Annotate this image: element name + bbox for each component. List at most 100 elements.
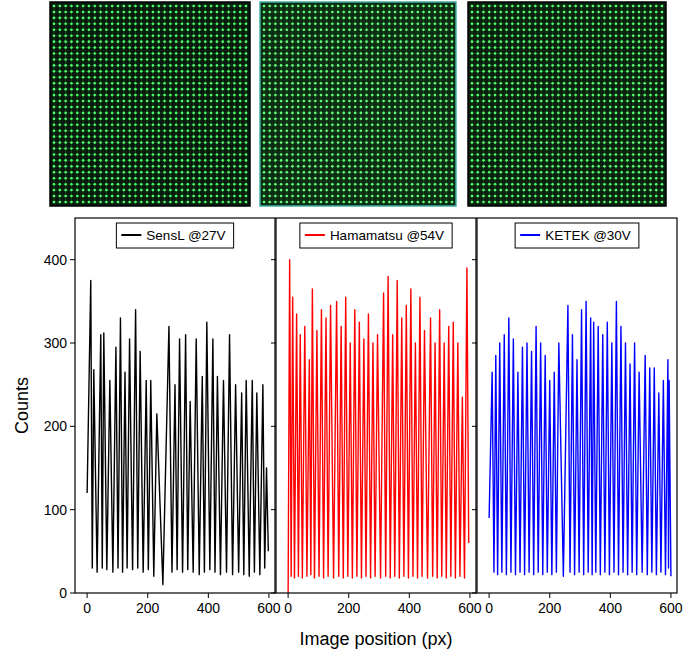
image-dot — [325, 64, 328, 67]
image-dot — [59, 11, 62, 14]
image-dot — [388, 34, 391, 37]
image-dot — [216, 46, 219, 49]
image-dot — [169, 11, 172, 14]
image-dot — [117, 23, 120, 26]
image-dot — [268, 40, 271, 43]
image-dot — [187, 201, 190, 204]
image-dot — [99, 141, 102, 144]
image-dot — [227, 129, 230, 132]
image-dot — [128, 141, 131, 144]
image-dot — [285, 123, 288, 126]
image-grid — [262, 106, 454, 107]
image-dot — [64, 195, 67, 198]
image-dot — [169, 94, 172, 97]
image-dot — [428, 106, 431, 109]
image-dot — [245, 70, 248, 73]
image-dot — [439, 5, 442, 8]
image-dot — [99, 129, 102, 132]
image-dot — [198, 159, 201, 162]
image-dot — [93, 82, 96, 85]
image-dot — [169, 112, 172, 115]
image-dot — [233, 129, 236, 132]
image-dot — [394, 94, 397, 97]
image-dot — [111, 141, 114, 144]
image-grid — [262, 6, 454, 7]
image-dot — [169, 34, 172, 37]
image-dot — [245, 195, 248, 198]
image-dot — [280, 5, 283, 8]
image-grid — [52, 11, 248, 12]
image-dot — [422, 5, 425, 8]
image-dot — [221, 88, 224, 91]
image-dot — [348, 82, 351, 85]
image-dot — [308, 17, 311, 20]
image-dot — [64, 171, 67, 174]
image-grid — [52, 41, 248, 42]
image-grid — [52, 196, 248, 197]
image-dot — [169, 52, 172, 55]
image-dot — [422, 82, 425, 85]
image-dot — [105, 165, 108, 168]
image-dot — [105, 82, 108, 85]
image-grid — [71, 4, 72, 204]
image-grid — [264, 4, 265, 204]
image-dot — [111, 82, 114, 85]
image-dot — [64, 46, 67, 49]
image-dot — [331, 123, 334, 126]
image-dot — [371, 100, 374, 103]
image-dot — [192, 159, 195, 162]
image-dot — [291, 34, 294, 37]
image-dot — [123, 58, 126, 61]
image-dot — [354, 46, 357, 49]
image-dot — [371, 94, 374, 97]
image-dot — [445, 5, 448, 8]
image-dot — [239, 88, 242, 91]
image-dot — [134, 23, 137, 26]
image-dot — [348, 123, 351, 126]
image-dot — [434, 17, 437, 20]
image-dot — [331, 76, 334, 79]
image-dot — [163, 5, 166, 8]
image-dot — [204, 153, 207, 156]
image-dot — [59, 135, 62, 138]
image-dot — [233, 189, 236, 192]
image-dot — [198, 183, 201, 186]
image-dot — [70, 123, 73, 126]
image-dot — [53, 183, 56, 186]
image-dot — [245, 88, 248, 91]
image-dot — [192, 153, 195, 156]
image-dot — [371, 52, 374, 55]
image-dot — [221, 11, 224, 14]
image-dot — [216, 141, 219, 144]
image-dot — [320, 64, 323, 67]
image-dot — [140, 195, 143, 198]
image-dot — [93, 106, 96, 109]
image-dot — [157, 34, 160, 37]
image-dot — [227, 52, 230, 55]
image-dot — [82, 141, 85, 144]
image-dot — [140, 135, 143, 138]
image-dot — [405, 46, 408, 49]
image-dot — [192, 23, 195, 26]
image-dot — [285, 70, 288, 73]
image-dot — [417, 76, 420, 79]
image-dot — [99, 195, 102, 198]
image-dot — [285, 88, 288, 91]
image-dot — [285, 52, 288, 55]
image-dot — [445, 64, 448, 67]
image-dot — [394, 11, 397, 14]
image-dot — [111, 58, 114, 61]
image-dot — [371, 17, 374, 20]
image-dot — [134, 147, 137, 150]
image-dot — [181, 106, 184, 109]
image-dot — [53, 58, 56, 61]
image-dot — [233, 201, 236, 204]
image-dot — [439, 118, 442, 121]
image-dot — [268, 88, 271, 91]
image-dot — [123, 171, 126, 174]
image-dot — [111, 112, 114, 115]
image-dot — [445, 112, 448, 115]
image-dot — [354, 40, 357, 43]
image-dot — [88, 88, 91, 91]
image-dot — [140, 183, 143, 186]
